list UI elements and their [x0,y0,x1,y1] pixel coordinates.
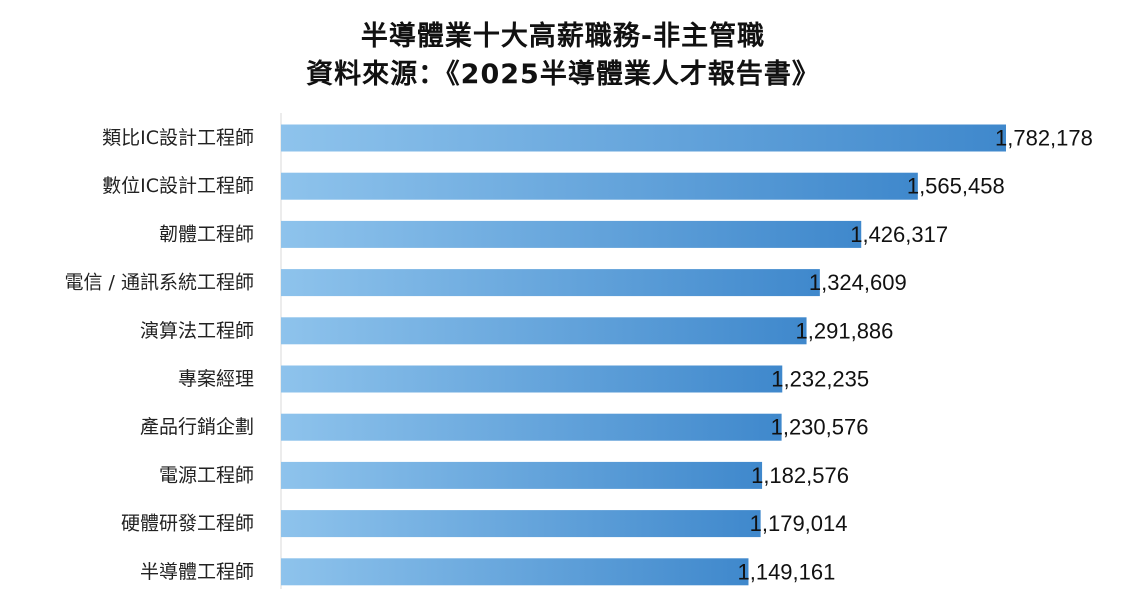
chart-subtitle: 資料來源：《2025半導體業人才報告書》 [306,59,820,90]
category-label: 專案經理 [178,368,254,390]
category-label: 數位IC設計工程師 [102,175,254,197]
value-label: 1,230,576 [771,415,869,440]
bar [281,365,783,393]
chart-title: 半導體業十大高薪職務-非主管職 [360,21,766,52]
bar [281,172,918,200]
bar [281,269,820,297]
value-label: 1,565,458 [907,174,1005,199]
category-label: 硬體研發工程師 [121,513,254,535]
value-label: 1,324,609 [809,270,907,295]
category-label: 半導體工程師 [140,561,254,583]
bar [281,220,862,248]
value-label: 1,782,178 [995,126,1093,151]
category-label: 演算法工程師 [140,320,254,342]
bar [281,558,749,586]
category-label: 產品行銷企劃 [140,416,254,438]
category-label: 韌體工程師 [159,223,254,245]
category-label: 類比IC設計工程師 [102,127,254,149]
value-label: 1,426,317 [850,222,948,247]
value-label: 1,291,886 [796,318,894,343]
category-label: 電源工程師 [159,464,254,486]
value-label: 1,149,161 [737,559,835,584]
value-label: 1,179,014 [750,511,848,536]
category-label: 電信 / 通訊系統工程師 [65,272,254,294]
bar [281,413,782,441]
value-label: 1,182,576 [751,463,849,488]
bar [281,510,761,538]
bar [281,317,807,345]
bar [281,124,1006,152]
bar [281,461,763,489]
value-label: 1,232,235 [771,367,869,392]
